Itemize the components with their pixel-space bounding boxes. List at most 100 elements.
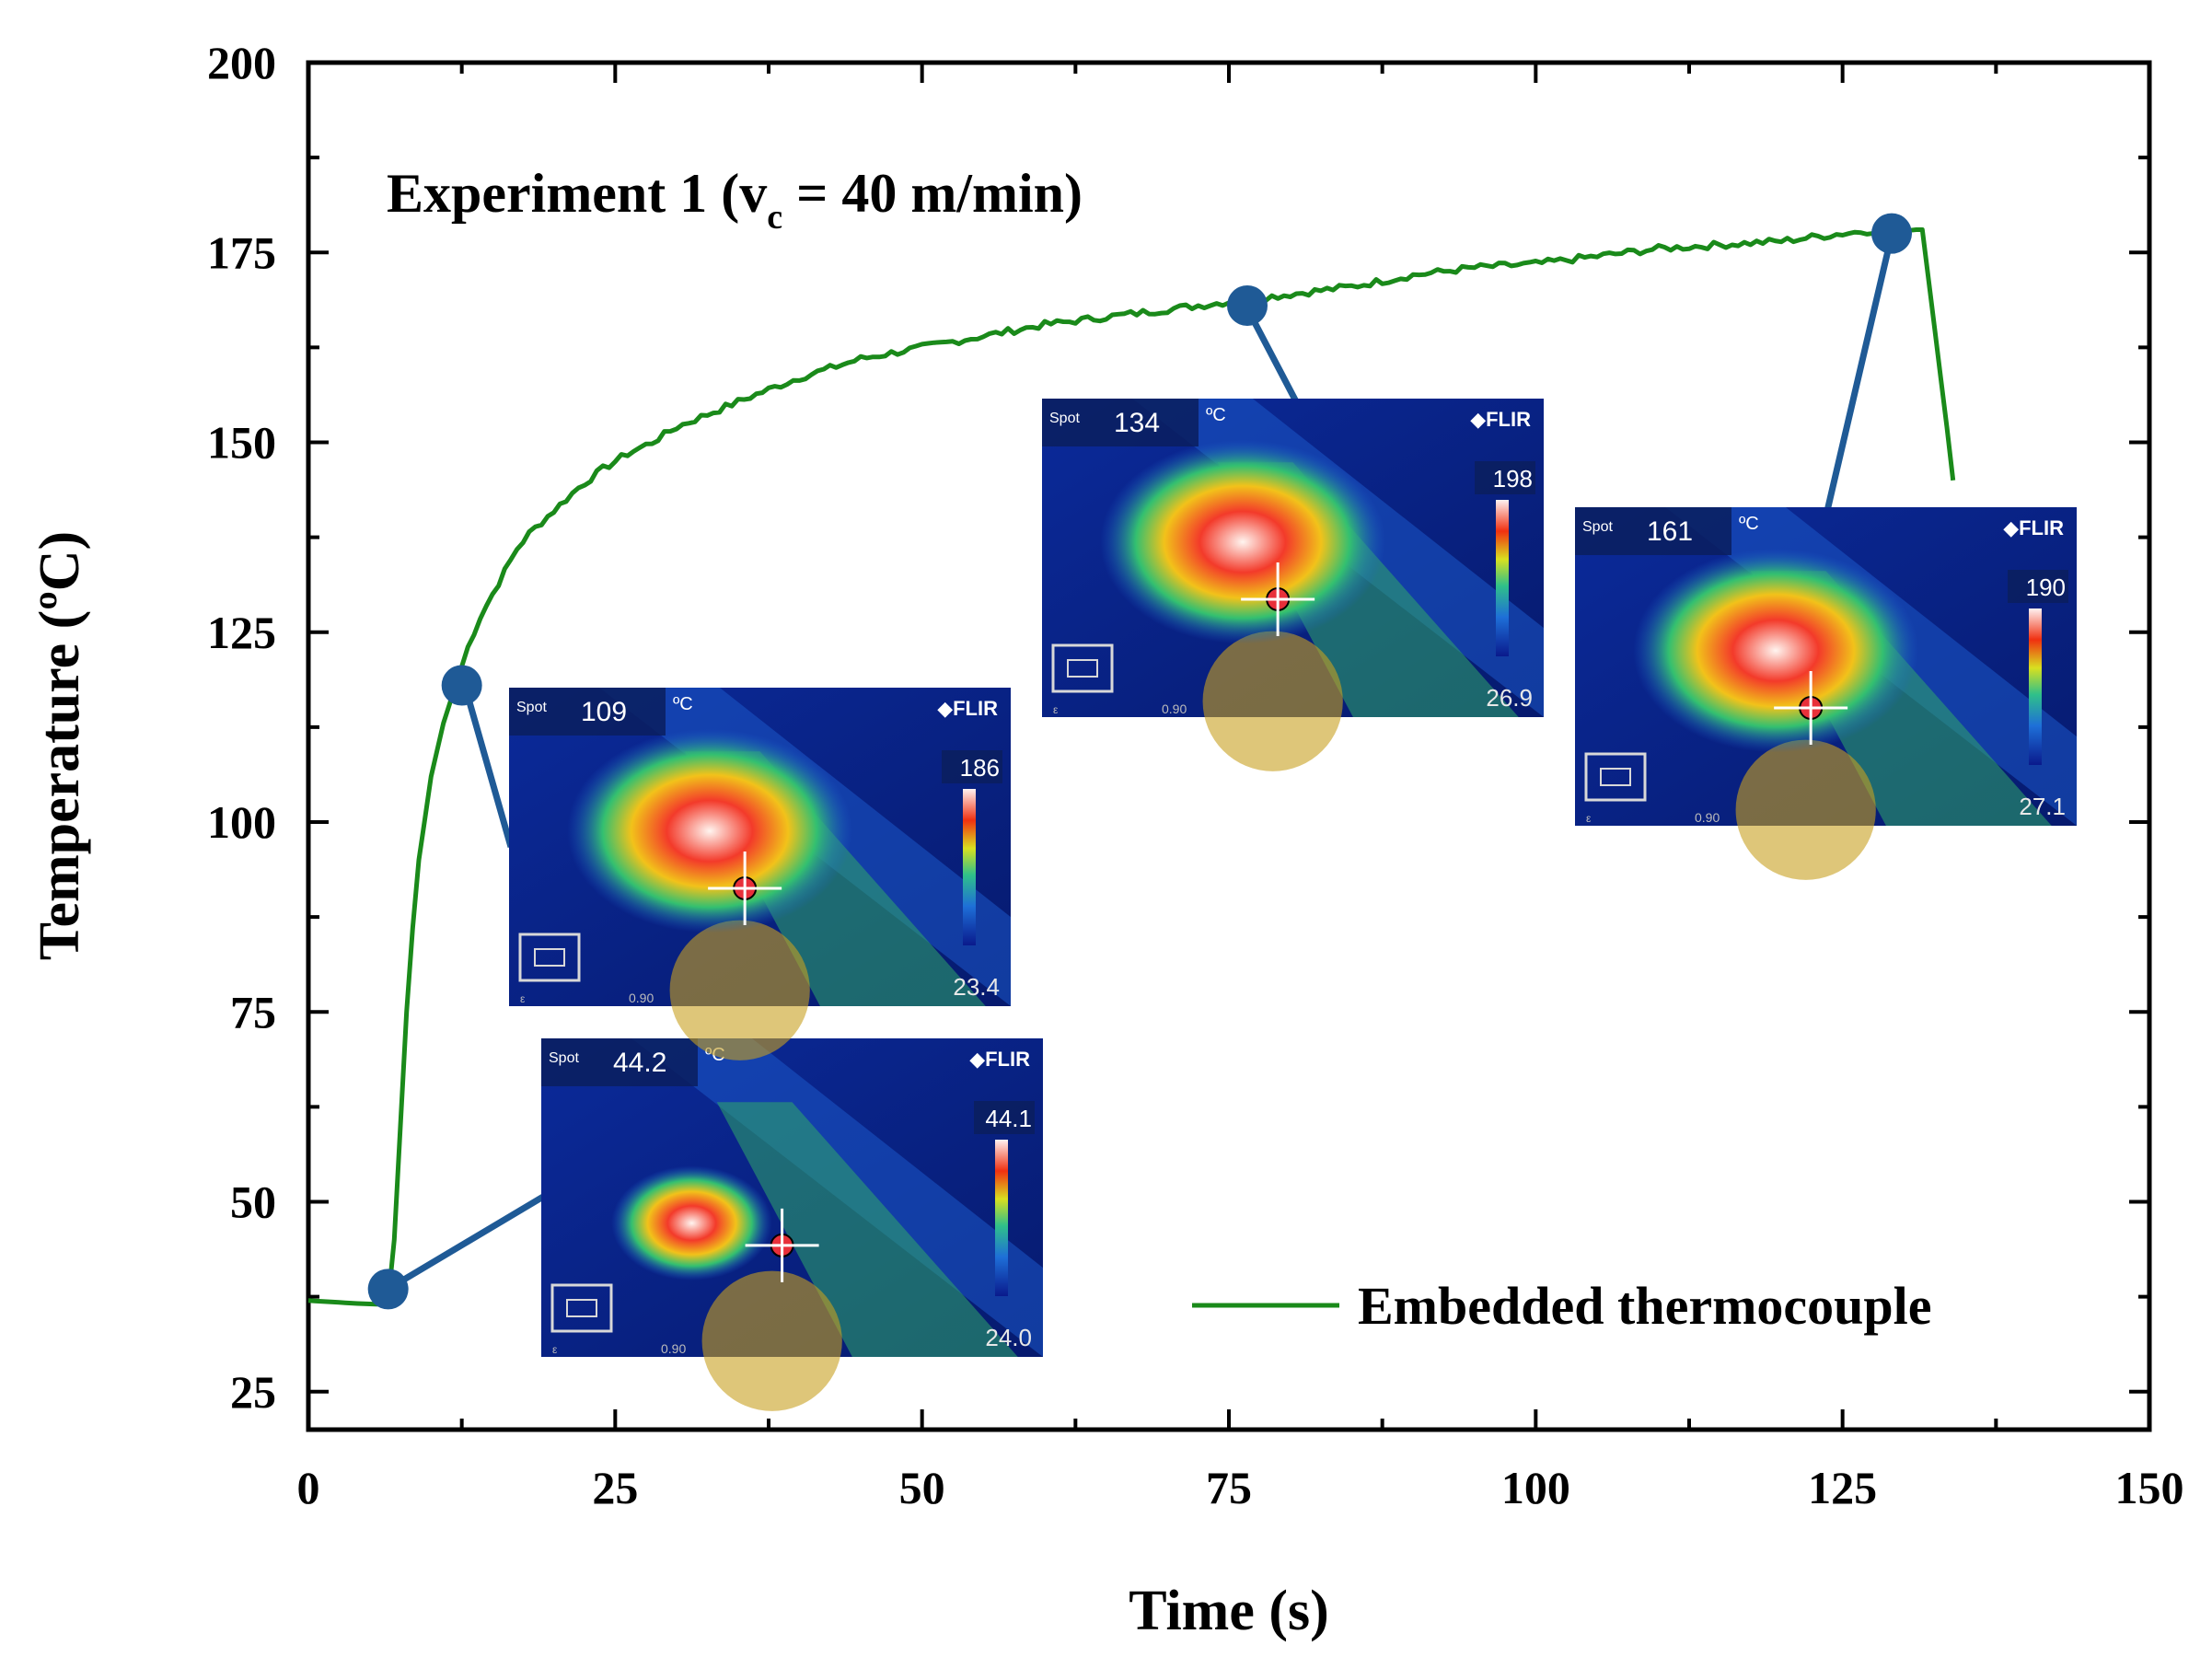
y-tick-label: 25: [230, 1366, 276, 1418]
inset-hotspot: [611, 1165, 772, 1280]
inset-scale-min: 23.4: [953, 973, 1000, 1001]
x-axis-title: Time (s): [1129, 1580, 1329, 1642]
connector-lines: [387, 234, 1895, 1292]
inset-color-scale: [963, 789, 976, 945]
inset-emissivity-label: ε: [1586, 812, 1592, 825]
inset-spot-value: 44.2: [613, 1048, 666, 1078]
thermal-inset: Spot 134 ºC ◆FLIR 198 26.9 ε 0.90: [1042, 399, 1544, 771]
x-tick-label: 125: [1808, 1462, 1877, 1513]
inset-scale-max: 198: [1493, 465, 1533, 492]
inset-spot-value: 134: [1114, 408, 1160, 438]
annotation-subscript: c: [767, 198, 782, 237]
inset-brand-flir: ◆FLIR: [969, 1048, 1030, 1071]
marker-points: [367, 213, 1912, 1310]
inset-spot-box: [509, 688, 666, 736]
inset-unit: ºC: [1206, 405, 1226, 425]
inset-zoom-box: [1051, 643, 1114, 693]
y-tick-label: 75: [230, 986, 276, 1037]
x-tick-label: 25: [592, 1462, 638, 1513]
inset-tool-band: [631, 1038, 1043, 1357]
inset-emissivity: 0.90: [1162, 701, 1187, 716]
inset-spot-box: [1575, 507, 1731, 555]
inset-warm-band: [716, 1102, 1018, 1357]
inset-emissivity: 0.90: [661, 1341, 686, 1356]
legend-label: Embedded thermocouple: [1358, 1276, 1932, 1336]
inset-tool-band: [599, 688, 1011, 1006]
inset-workpiece: [701, 1270, 842, 1411]
experiment-annotation: Experiment 1 (vc = 40 m/min): [387, 163, 1083, 237]
marker-point: [1227, 285, 1268, 326]
inset-color-scale: [995, 1140, 1008, 1296]
inset-scale-max: 190: [2026, 574, 2066, 601]
inset-emissivity-label: ε: [552, 1343, 558, 1356]
y-tick-label: 50: [230, 1176, 276, 1228]
inset-spot-box: [541, 1038, 698, 1086]
inset-scale-max-box: [2008, 570, 2068, 603]
inset-zoom-inner: [566, 1299, 597, 1317]
inset-scale-min: 27.1: [2019, 793, 2066, 820]
inset-emissivity-label: ε: [520, 992, 526, 1005]
y-tick-label: 175: [207, 226, 276, 278]
y-tick-labels: 25 50 75 100 125 150 175 200: [207, 37, 276, 1418]
inset-workpiece: [1202, 631, 1343, 771]
connector-4: [1824, 234, 1895, 512]
x-tick-label: 0: [297, 1462, 320, 1513]
marker-point: [441, 665, 482, 706]
inset-scale-min: 24.0: [985, 1324, 1032, 1351]
y-axis-ticks: [308, 61, 2149, 1394]
inset-spot-label: Spot: [516, 700, 547, 715]
y-tick-label: 100: [207, 796, 276, 848]
inset-spot-label: Spot: [1049, 411, 1080, 426]
x-tick-labels: 0 25 50 75 100 125 150: [297, 1462, 2184, 1513]
inset-emissivity: 0.90: [1695, 810, 1720, 825]
connector-1: [387, 1193, 545, 1292]
inset-spot-label: Spot: [549, 1050, 579, 1066]
inset-zoom-inner: [1600, 768, 1631, 786]
inset-zoom-inner: [534, 948, 565, 967]
inset-scale-max: 44.1: [985, 1105, 1032, 1132]
inset-spot-label: Spot: [1582, 519, 1613, 535]
y-tick-label: 150: [207, 417, 276, 469]
annotation-main: Experiment 1 (v: [387, 163, 767, 224]
series-line-embedded-thermocouple: [307, 225, 1956, 1307]
inset-zoom-inner: [1067, 659, 1098, 678]
y-axis-title: Temperature (ºC): [29, 531, 91, 960]
inset-zoom-box: [1584, 752, 1647, 802]
inset-emissivity-label: ε: [1053, 703, 1059, 716]
inset-tool-band: [1132, 399, 1544, 717]
legend: Embedded thermocouple: [1192, 1276, 1932, 1336]
inset-spot-value: 161: [1647, 516, 1693, 547]
inset-unit: ºC: [673, 694, 693, 714]
y-tick-label: 125: [207, 607, 276, 658]
inset-color-scale: [1496, 500, 1509, 656]
inset-unit: ºC: [1739, 514, 1759, 534]
inset-hotspot: [1099, 439, 1386, 644]
connector-2: [461, 685, 515, 848]
marker-point: [367, 1269, 409, 1310]
inset-spot-box: [1042, 399, 1199, 446]
inset-brand-flir: ◆FLIR: [1470, 408, 1531, 431]
inset-scale-max-box: [942, 750, 1002, 783]
inset-color-scale: [2029, 608, 2042, 765]
connector-3: [1244, 307, 1302, 407]
x-tick-label: 50: [899, 1462, 945, 1513]
inset-scale-min: 26.9: [1486, 684, 1533, 712]
inset-zoom-box: [518, 933, 581, 982]
x-tick-label: 150: [2115, 1462, 2184, 1513]
inset-tool-band: [1665, 507, 2077, 826]
y-tick-label: 200: [207, 37, 276, 88]
inset-spot-value: 109: [581, 697, 627, 727]
inset-zoom-box: [550, 1283, 613, 1333]
thermal-insets: Spot 44.2 ºC ◆FLIR 44.1 24.0 ε 0.90 Spot 109 ºC ◆FL…: [509, 399, 2077, 1411]
inset-workpiece: [1735, 739, 1876, 880]
annotation-rest: = 40 m/min): [782, 163, 1083, 224]
x-tick-label: 100: [1501, 1462, 1570, 1513]
inset-workpiece: [669, 920, 810, 1060]
x-tick-label: 75: [1206, 1462, 1252, 1513]
inset-hotspot: [566, 728, 853, 933]
inset-brand-flir: ◆FLIR: [2003, 516, 2064, 539]
inset-scale-max-box: [974, 1101, 1035, 1134]
inset-scale-max: 186: [960, 754, 1000, 782]
